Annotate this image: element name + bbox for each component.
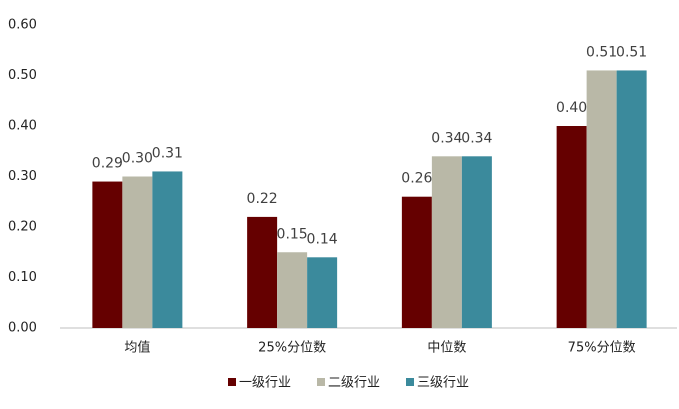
legend-label: 二级行业 [328, 376, 380, 391]
value-label: 0.30 [122, 151, 153, 167]
y-tick-label: 0.10 [8, 270, 37, 285]
x-tick-label: 25%分位数 [258, 341, 326, 356]
y-tick-label: 0.40 [8, 119, 37, 134]
bar [92, 181, 123, 328]
bar [277, 252, 308, 328]
value-label: 0.40 [556, 100, 587, 116]
legend-label: 三级行业 [417, 376, 469, 391]
bar [401, 196, 432, 328]
x-tick-label: 中位数 [427, 341, 466, 356]
value-label: 0.31 [152, 145, 183, 161]
y-tick-label: 0.00 [8, 321, 37, 336]
bar [431, 156, 462, 328]
y-tick-label: 0.60 [8, 18, 37, 33]
value-label: 0.22 [247, 191, 278, 207]
bar [247, 216, 278, 328]
bar [586, 70, 617, 328]
value-label: 0.51 [616, 44, 647, 60]
legend-swatch [228, 378, 236, 386]
bar [122, 176, 153, 328]
value-label: 0.15 [277, 226, 308, 242]
value-label: 0.14 [307, 231, 338, 247]
bar [556, 126, 587, 328]
bar [616, 70, 647, 328]
x-tick-label: 75%分位数 [568, 341, 636, 356]
y-tick-label: 0.50 [8, 68, 37, 83]
value-label: 0.34 [431, 130, 462, 146]
y-tick-label: 0.30 [8, 169, 37, 184]
value-label: 0.51 [586, 44, 617, 60]
bar [152, 171, 183, 328]
value-label: 0.29 [92, 156, 123, 172]
legend-label: 一级行业 [239, 376, 291, 391]
value-label: 0.26 [401, 171, 432, 187]
value-label: 0.34 [461, 130, 492, 146]
x-tick-label: 均值 [124, 340, 150, 356]
bar [461, 156, 492, 328]
legend-swatch [406, 378, 414, 386]
bar [307, 257, 338, 328]
y-tick-label: 0.20 [8, 220, 37, 235]
legend-swatch [317, 378, 325, 386]
